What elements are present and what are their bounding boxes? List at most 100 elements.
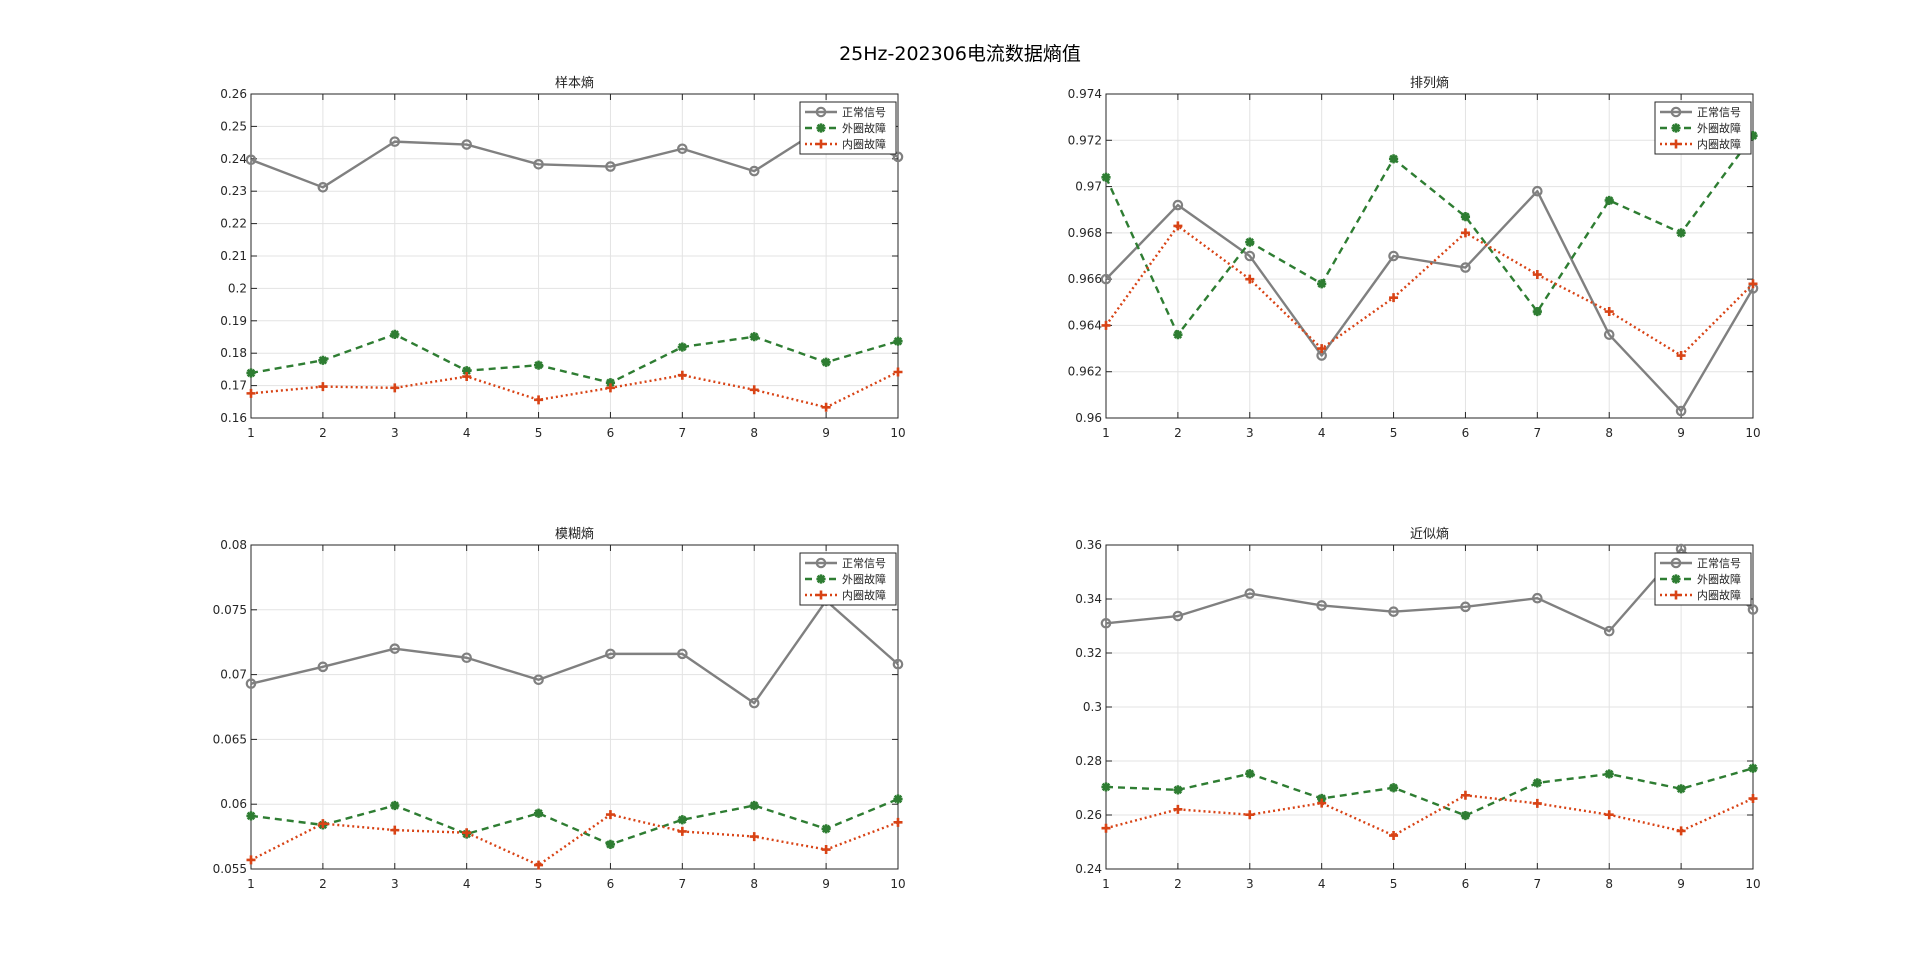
series-line: [250, 813, 899, 867]
legend-label: 正常信号: [1697, 106, 1741, 119]
data-point-marker: [1101, 320, 1111, 330]
data-point-marker: [892, 658, 904, 670]
x-tick-label: 9: [1677, 877, 1685, 891]
data-point-marker: [389, 136, 401, 147]
legend-marker: [816, 123, 826, 133]
series-line: [250, 333, 899, 384]
data-point-marker: [1388, 783, 1399, 793]
data-point-marker: [462, 828, 472, 838]
data-point-marker: [749, 800, 759, 811]
subplot-approximate-entropy: 1 2 3 4 5 6 7 8 9 10 0.24 0.26 0.28 0.3 0.32 0.34 0.36 近似…: [1075, 526, 1760, 891]
data-point-marker: [533, 674, 544, 686]
x-tick-label: 8: [750, 426, 758, 440]
y-tick-label: 0.34: [1075, 592, 1102, 606]
legend-label: 外圈故障: [842, 572, 886, 586]
x-tick-label: 1: [247, 426, 255, 440]
x-tick-label: 6: [607, 426, 615, 440]
y-tick-label: 0.26: [220, 87, 247, 101]
data-point-marker: [1604, 195, 1614, 206]
x-tick-label: 7: [679, 877, 687, 891]
x-tick-label: 9: [822, 877, 830, 891]
subplot-title: 排列熵: [1410, 75, 1449, 91]
y-tick-label: 0.16: [220, 411, 247, 425]
data-point-marker: [677, 370, 687, 380]
x-tick-label: 4: [463, 426, 471, 440]
data-point-marker: [390, 825, 400, 835]
data-point-marker: [605, 810, 615, 820]
data-point-marker: [1389, 831, 1399, 841]
legend-label: 正常信号: [842, 106, 886, 119]
x-tick-label: 10: [1745, 426, 1760, 440]
data-point-marker: [1101, 782, 1111, 792]
x-tick-label: 6: [607, 877, 615, 891]
data-point-marker: [1173, 804, 1183, 814]
data-point-marker: [1172, 199, 1184, 211]
subplot-permutation-entropy: 1 2 3 4 5 6 7 8 9 10 0.96 0.962 0.964 0.966 0.968 0.97 0…: [1068, 75, 1761, 440]
series-line: [1105, 189, 1755, 413]
data-point-marker: [1245, 237, 1255, 247]
data-point-marker: [1676, 784, 1686, 794]
x-tick-label: 7: [679, 426, 687, 440]
data-point-marker: [1532, 270, 1542, 280]
x-tick-label: 3: [391, 426, 399, 440]
data-point-marker: [1532, 778, 1542, 788]
data-point-marker: [749, 385, 759, 395]
y-tick-label: 0.36: [1075, 538, 1102, 552]
y-tick-label: 0.974: [1068, 87, 1102, 101]
y-tick-label: 0.075: [213, 603, 247, 617]
data-point-marker: [1389, 293, 1399, 303]
data-point-marker: [1317, 279, 1327, 289]
series-line: [1105, 767, 1754, 817]
data-point-marker: [1676, 351, 1686, 361]
series-1: [245, 595, 904, 709]
data-point-marker: [1748, 131, 1758, 141]
data-point-marker: [246, 388, 256, 398]
subplot-title: 模糊熵: [555, 526, 594, 542]
data-point-marker: [1460, 212, 1471, 222]
data-point-marker: [1173, 221, 1183, 231]
x-tick-label: 10: [890, 877, 905, 891]
legend-marker: [1671, 590, 1681, 600]
series-2: [246, 329, 903, 388]
x-tick-label: 6: [1462, 877, 1470, 891]
data-point-marker: [748, 165, 760, 177]
data-point-marker: [1675, 405, 1687, 417]
x-tick-label: 10: [1745, 877, 1760, 891]
x-tick-label: 2: [1174, 877, 1182, 891]
y-tick-label: 0.06: [220, 797, 247, 811]
x-tick-label: 8: [750, 877, 758, 891]
y-tick-label: 0.24: [220, 152, 247, 166]
data-point-marker: [821, 357, 831, 367]
series-line: [250, 797, 899, 846]
subplot-sample-entropy: 1 2 3 4 5 6 7 8 9 10 0.16 0.17 0.18 0.19 0.2 0.21 0.22 0.…: [220, 75, 905, 440]
data-point-marker: [1101, 823, 1111, 833]
data-point-marker: [533, 808, 544, 818]
axes-background: [1106, 94, 1753, 418]
data-point-marker: [533, 159, 544, 170]
data-point-marker: [748, 697, 760, 709]
data-point-marker: [677, 815, 687, 825]
data-point-marker: [821, 845, 831, 855]
x-tick-label: 1: [247, 877, 255, 891]
data-point-marker: [1532, 798, 1542, 808]
y-tick-label: 0.21: [220, 249, 247, 263]
x-tick-label: 8: [1605, 426, 1613, 440]
subplot-title: 近似熵: [1410, 526, 1449, 542]
data-point-marker: [1317, 798, 1327, 808]
series-3: [1101, 790, 1758, 841]
data-point-marker: [462, 372, 472, 382]
data-point-marker: [605, 648, 616, 660]
data-point-marker: [389, 643, 401, 654]
y-tick-label: 0.23: [220, 184, 247, 198]
legend-marker: [815, 557, 827, 569]
data-point-marker: [1317, 344, 1327, 354]
data-point-marker: [245, 154, 257, 166]
figure-title: 25Hz-202306电流数据熵值: [839, 43, 1081, 65]
data-point-marker: [1460, 262, 1471, 273]
data-point-marker: [1604, 810, 1614, 820]
data-point-marker: [677, 143, 688, 155]
data-point-marker: [893, 367, 903, 377]
subplot-title: 样本熵: [555, 75, 594, 91]
